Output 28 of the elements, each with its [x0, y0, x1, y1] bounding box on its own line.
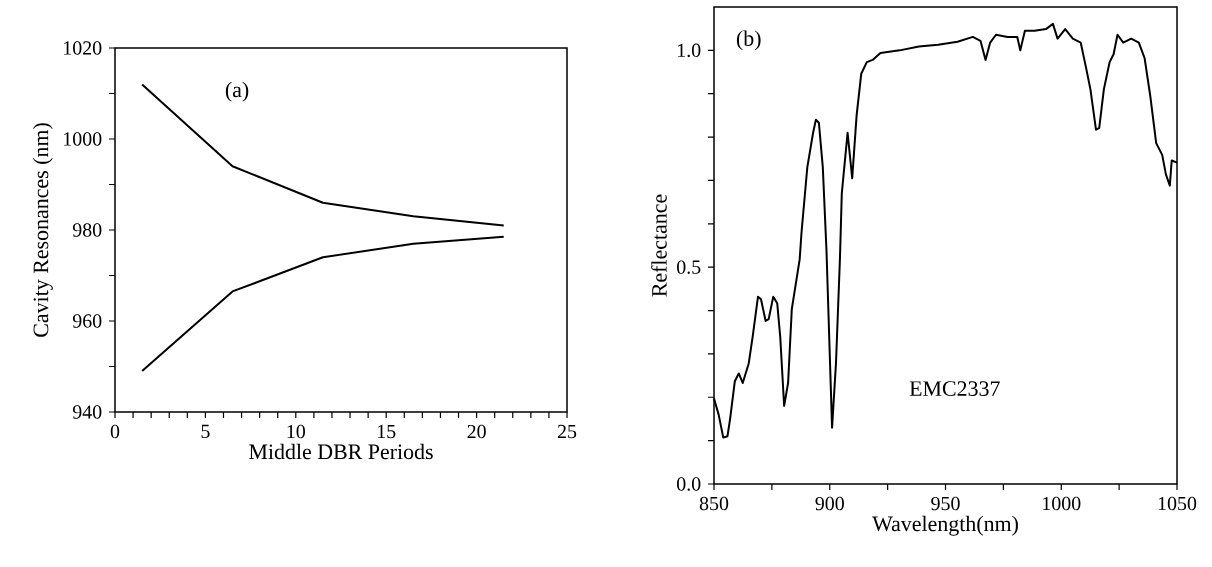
- x-tick-label: 1000: [1043, 496, 1081, 511]
- annotation: (a): [225, 81, 249, 102]
- x-axis-title: Wavelength(nm): [872, 515, 1018, 536]
- y-tick-label: 960: [72, 314, 102, 328]
- x-tick-label: 10: [287, 424, 305, 439]
- y-tick-label: 1000: [64, 132, 102, 146]
- x-tick-label: 25: [557, 424, 577, 439]
- annotation: EMC2337: [909, 381, 1000, 396]
- x-tick-label: 1050: [1158, 496, 1197, 511]
- y-axis-title: Reflectance: [651, 194, 667, 297]
- x-tick-label: 950: [931, 496, 960, 511]
- x-tick-label: 900: [815, 496, 844, 511]
- y-tick-label: 0.5: [677, 260, 701, 274]
- x-tick-label: 0: [110, 424, 120, 439]
- y-tick-label: 1020: [64, 41, 102, 55]
- y-tick-label: 940: [72, 405, 102, 419]
- y-tick-label: 0.0: [677, 477, 701, 491]
- annotation: (b): [736, 30, 761, 51]
- x-tick-label: 5: [201, 424, 210, 439]
- line-series: [141, 83, 505, 227]
- y-tick-label: 980: [72, 223, 102, 237]
- x-tick-label: 850: [699, 496, 729, 511]
- y-tick-label: 1.0: [678, 43, 701, 58]
- x-axis-title: Middle DBR Periods: [249, 443, 433, 460]
- x-tick-label: 15: [377, 424, 396, 439]
- x-tick-label: 20: [467, 424, 486, 439]
- line-series: [141, 235, 505, 373]
- y-axis-title: Cavity Resonances (nm): [32, 123, 53, 337]
